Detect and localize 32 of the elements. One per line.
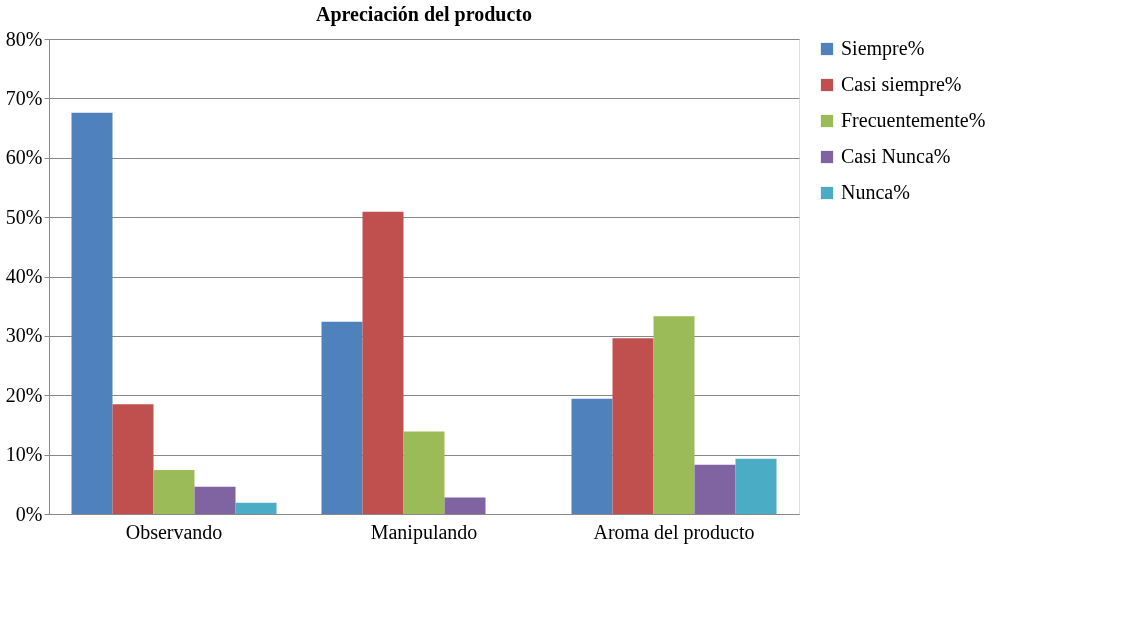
bar [403,431,445,514]
x-tick-label: Manipulando [370,520,478,544]
x-tick-label: Aroma del producto [593,520,755,544]
bar [735,458,777,514]
bar [194,486,236,514]
y-tick-label: 60% [5,146,43,169]
y-tick-label: 40% [5,265,43,287]
y-tick-label: 10% [5,443,43,466]
bar [112,404,154,514]
y-tick-label: 0% [15,502,43,525]
bar [362,211,404,514]
y-tick-label: 30% [5,324,43,347]
legend-label: Nunca% [841,181,910,203]
bar [612,338,654,514]
legend-label: Casi Nunca% [841,145,951,167]
y-tick-label: 80% [5,27,43,50]
bar [71,112,113,514]
legend-label: Siempre% [841,37,925,60]
legend-label: Casi siempre% [841,73,962,96]
y-tick-label: 20% [5,383,43,406]
bar [321,321,363,514]
bar [444,497,486,514]
bar [653,316,695,514]
bar [235,502,277,514]
legend-label: Frecuentemente% [841,109,986,131]
bar [153,470,195,514]
bar [694,464,736,514]
chart-title: Apreciación del producto [316,3,532,26]
x-tick-label: Observando [125,520,223,543]
y-tick-label: 70% [5,86,43,109]
bar [571,398,613,514]
y-tick-label: 50% [5,205,43,228]
